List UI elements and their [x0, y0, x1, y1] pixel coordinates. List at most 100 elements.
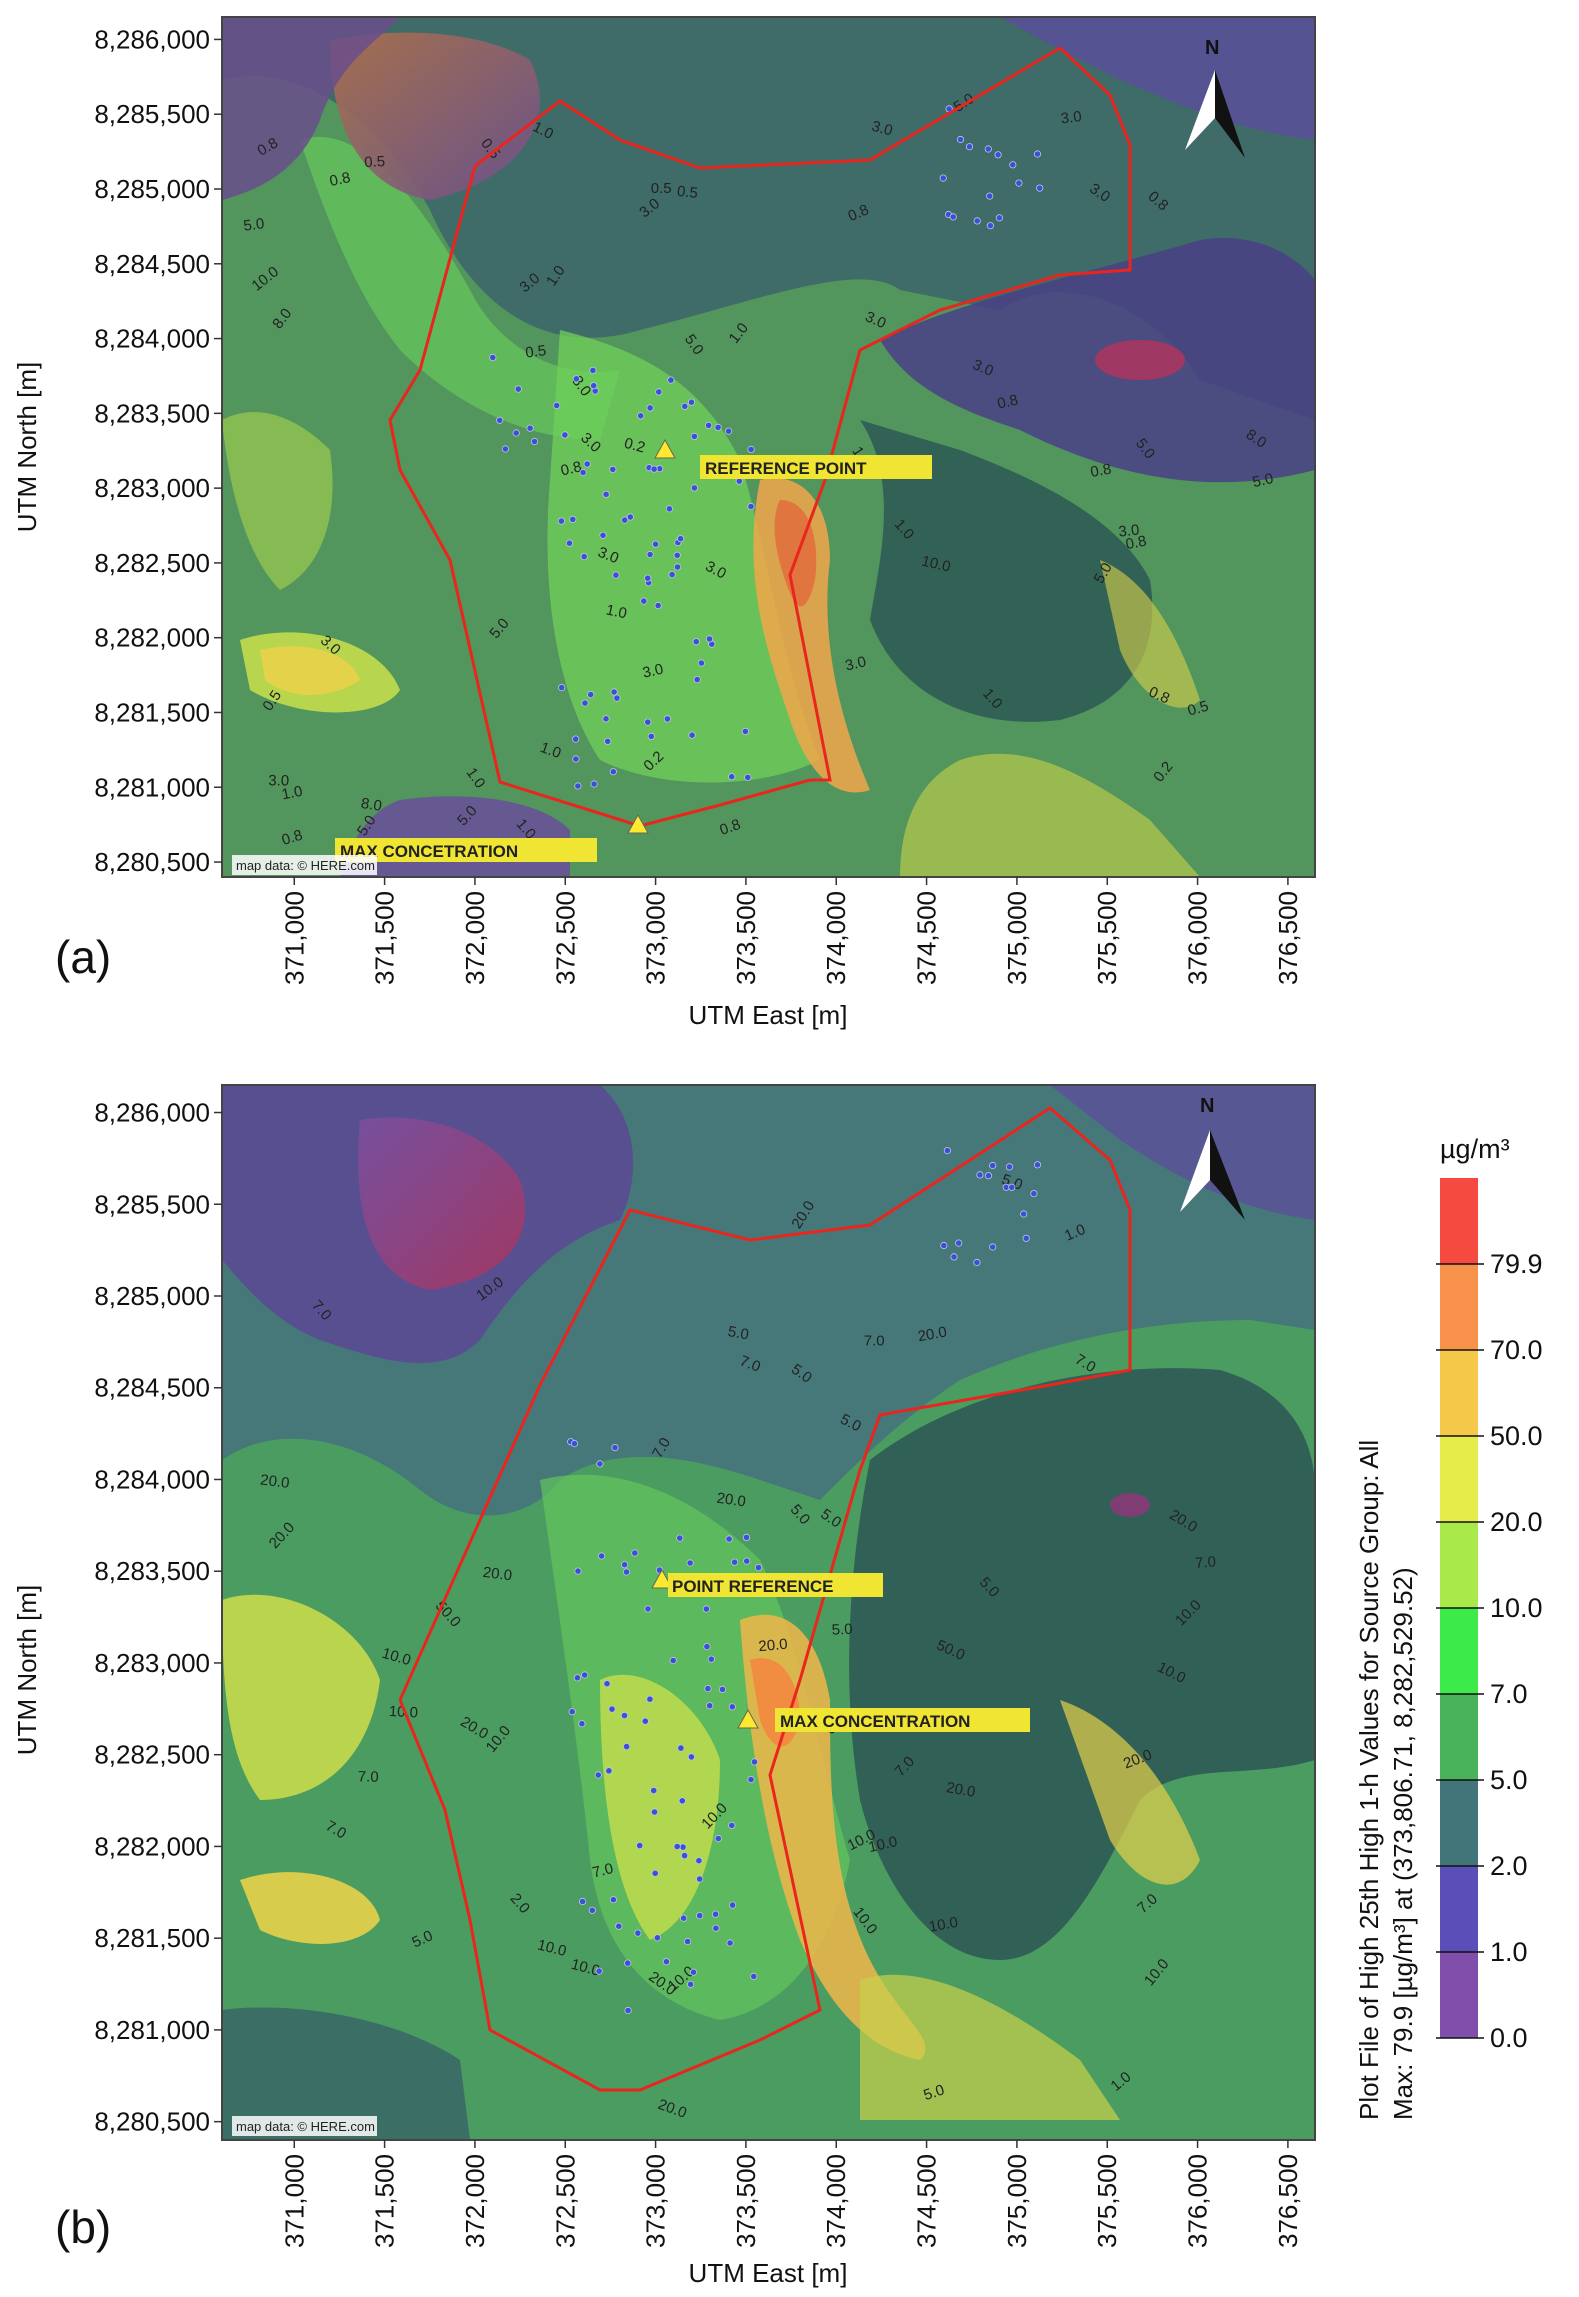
receptor-dot	[603, 1680, 611, 1688]
y-tick-label: 8,285,500	[94, 1189, 210, 1219]
receptor-dot	[750, 1972, 758, 1981]
contour-label: 20.0	[758, 1636, 789, 1655]
legend-tick-label: 2.0	[1490, 1851, 1528, 1881]
contour-label: 7.0	[358, 1768, 379, 1785]
receptor-dot	[570, 1439, 579, 1448]
y-tick-label: 8,280,500	[94, 847, 210, 877]
legend-color-bands	[1440, 1178, 1478, 2038]
receptor-dot	[704, 1684, 712, 1693]
y-tick-label: 8,282,500	[94, 548, 210, 578]
receptor-dot	[989, 1161, 997, 1170]
receptor-dot	[677, 1744, 685, 1752]
max-concentration-marker	[627, 813, 649, 834]
reference-point-label: REFERENCE POINT	[705, 459, 867, 478]
receptor-dot	[1009, 161, 1017, 169]
contour-label: 1.0	[604, 601, 628, 622]
receptor-dot	[995, 214, 1004, 222]
receptor-dot	[569, 515, 577, 524]
receptor-dot	[686, 1559, 694, 1567]
receptor-dot	[654, 601, 662, 610]
contour-label: 0.8	[996, 391, 1020, 412]
receptor-dot	[622, 1742, 631, 1751]
receptor-dot	[609, 465, 617, 473]
receptor-dot	[620, 1711, 629, 1720]
receptor-dot	[667, 376, 675, 384]
panel-a-map: 0.20.20.20.50.51.01.00.80.51.00.80.81.00…	[12, 16, 1316, 1030]
x-tick-label: 371,500	[370, 2154, 400, 2248]
legend-color-band	[1440, 1780, 1478, 1866]
receptor-dot	[665, 505, 674, 513]
contour-label: 10.0	[569, 1956, 602, 1980]
legend-tick-label: 50.0	[1490, 1421, 1543, 1451]
receptor-dot	[514, 385, 522, 393]
contour-label: 3.0	[1060, 108, 1083, 127]
receptor-dot	[986, 222, 995, 230]
receptor-dot	[683, 1937, 692, 1946]
receptor-dot	[604, 737, 612, 745]
receptor-dot	[702, 1605, 711, 1613]
contour-label: 20.0	[916, 1324, 948, 1346]
receptor-dot	[637, 412, 645, 420]
x-tick-label: 375,000	[1002, 891, 1032, 985]
receptor-dot	[676, 535, 685, 543]
receptor-dot	[646, 550, 654, 559]
receptor-dot	[707, 1655, 715, 1663]
north-arrow-icon: N	[1185, 37, 1245, 158]
y-tick-label: 8,283,500	[94, 398, 210, 428]
x-tick-label: 375,500	[1092, 2154, 1122, 2248]
contour-label: 20.0	[716, 1490, 747, 1511]
map-attribution: map data: © HERE.com	[236, 2119, 375, 2134]
receptor-dot	[597, 1552, 606, 1560]
legend-tick-label: 5.0	[1490, 1765, 1528, 1795]
receptor-dot	[688, 731, 696, 739]
receptor-dot	[647, 732, 655, 741]
receptor-dot	[680, 1851, 689, 1860]
receptor-dot	[728, 1703, 736, 1711]
receptor-dot	[646, 404, 654, 412]
legend-tick-label: 79.9	[1490, 1249, 1543, 1279]
receptor-dot	[605, 1767, 613, 1775]
receptor-dot	[578, 1897, 587, 1906]
receptor-dot	[579, 468, 587, 477]
receptor-dot	[743, 1557, 751, 1565]
receptor-dot	[589, 366, 597, 374]
map-frame	[221, 16, 1316, 878]
contour-label: 1.0	[1062, 1221, 1088, 1245]
receptor-dot	[714, 1834, 722, 1843]
x-tick-label: 376,500	[1273, 891, 1303, 985]
y-tick-label: 8,282,000	[94, 1831, 210, 1861]
receptor-dot	[644, 1605, 652, 1613]
contour-label: 7.0	[591, 1860, 615, 1882]
x-tick-label: 374,000	[821, 2154, 851, 2248]
contour-label: 0.5	[364, 153, 386, 171]
project-boundary	[398, 1106, 1132, 2092]
receptor-dot	[939, 174, 947, 182]
x-tick-label: 372,000	[460, 891, 490, 985]
receptor-dot	[650, 1786, 658, 1795]
y-tick-label: 8,283,000	[94, 1648, 210, 1678]
x-tick-label: 375,000	[1002, 2154, 1032, 2248]
receptor-dot	[594, 1771, 602, 1779]
receptor-dot	[986, 192, 994, 200]
receptor-dot	[553, 401, 561, 410]
x-tick-label: 376,000	[1183, 891, 1213, 985]
legend-color-band	[1440, 1866, 1478, 1952]
y-tick-label: 8,281,500	[94, 1923, 210, 1953]
y-tick-label: 8,283,000	[94, 473, 210, 503]
receptor-dot	[744, 773, 752, 782]
receptor-dot	[634, 1929, 642, 1937]
contour-label: 3.0	[870, 118, 895, 140]
y-tick-label: 8,284,500	[94, 249, 210, 279]
receptor-dot	[611, 1443, 619, 1452]
receptor-dot	[621, 516, 629, 524]
contour-label: 0.5	[676, 183, 699, 202]
receptor-dot	[703, 1642, 711, 1651]
contour-label: 5.0	[243, 215, 266, 234]
receptor-dot	[572, 755, 580, 763]
receptor-dot	[578, 1720, 586, 1728]
receptor-dot	[581, 699, 589, 707]
receptor-dot	[530, 437, 539, 446]
x-tick-label: 371,500	[370, 891, 400, 985]
receptor-dot	[686, 1980, 695, 1988]
contour-label: 3.0	[844, 653, 868, 674]
